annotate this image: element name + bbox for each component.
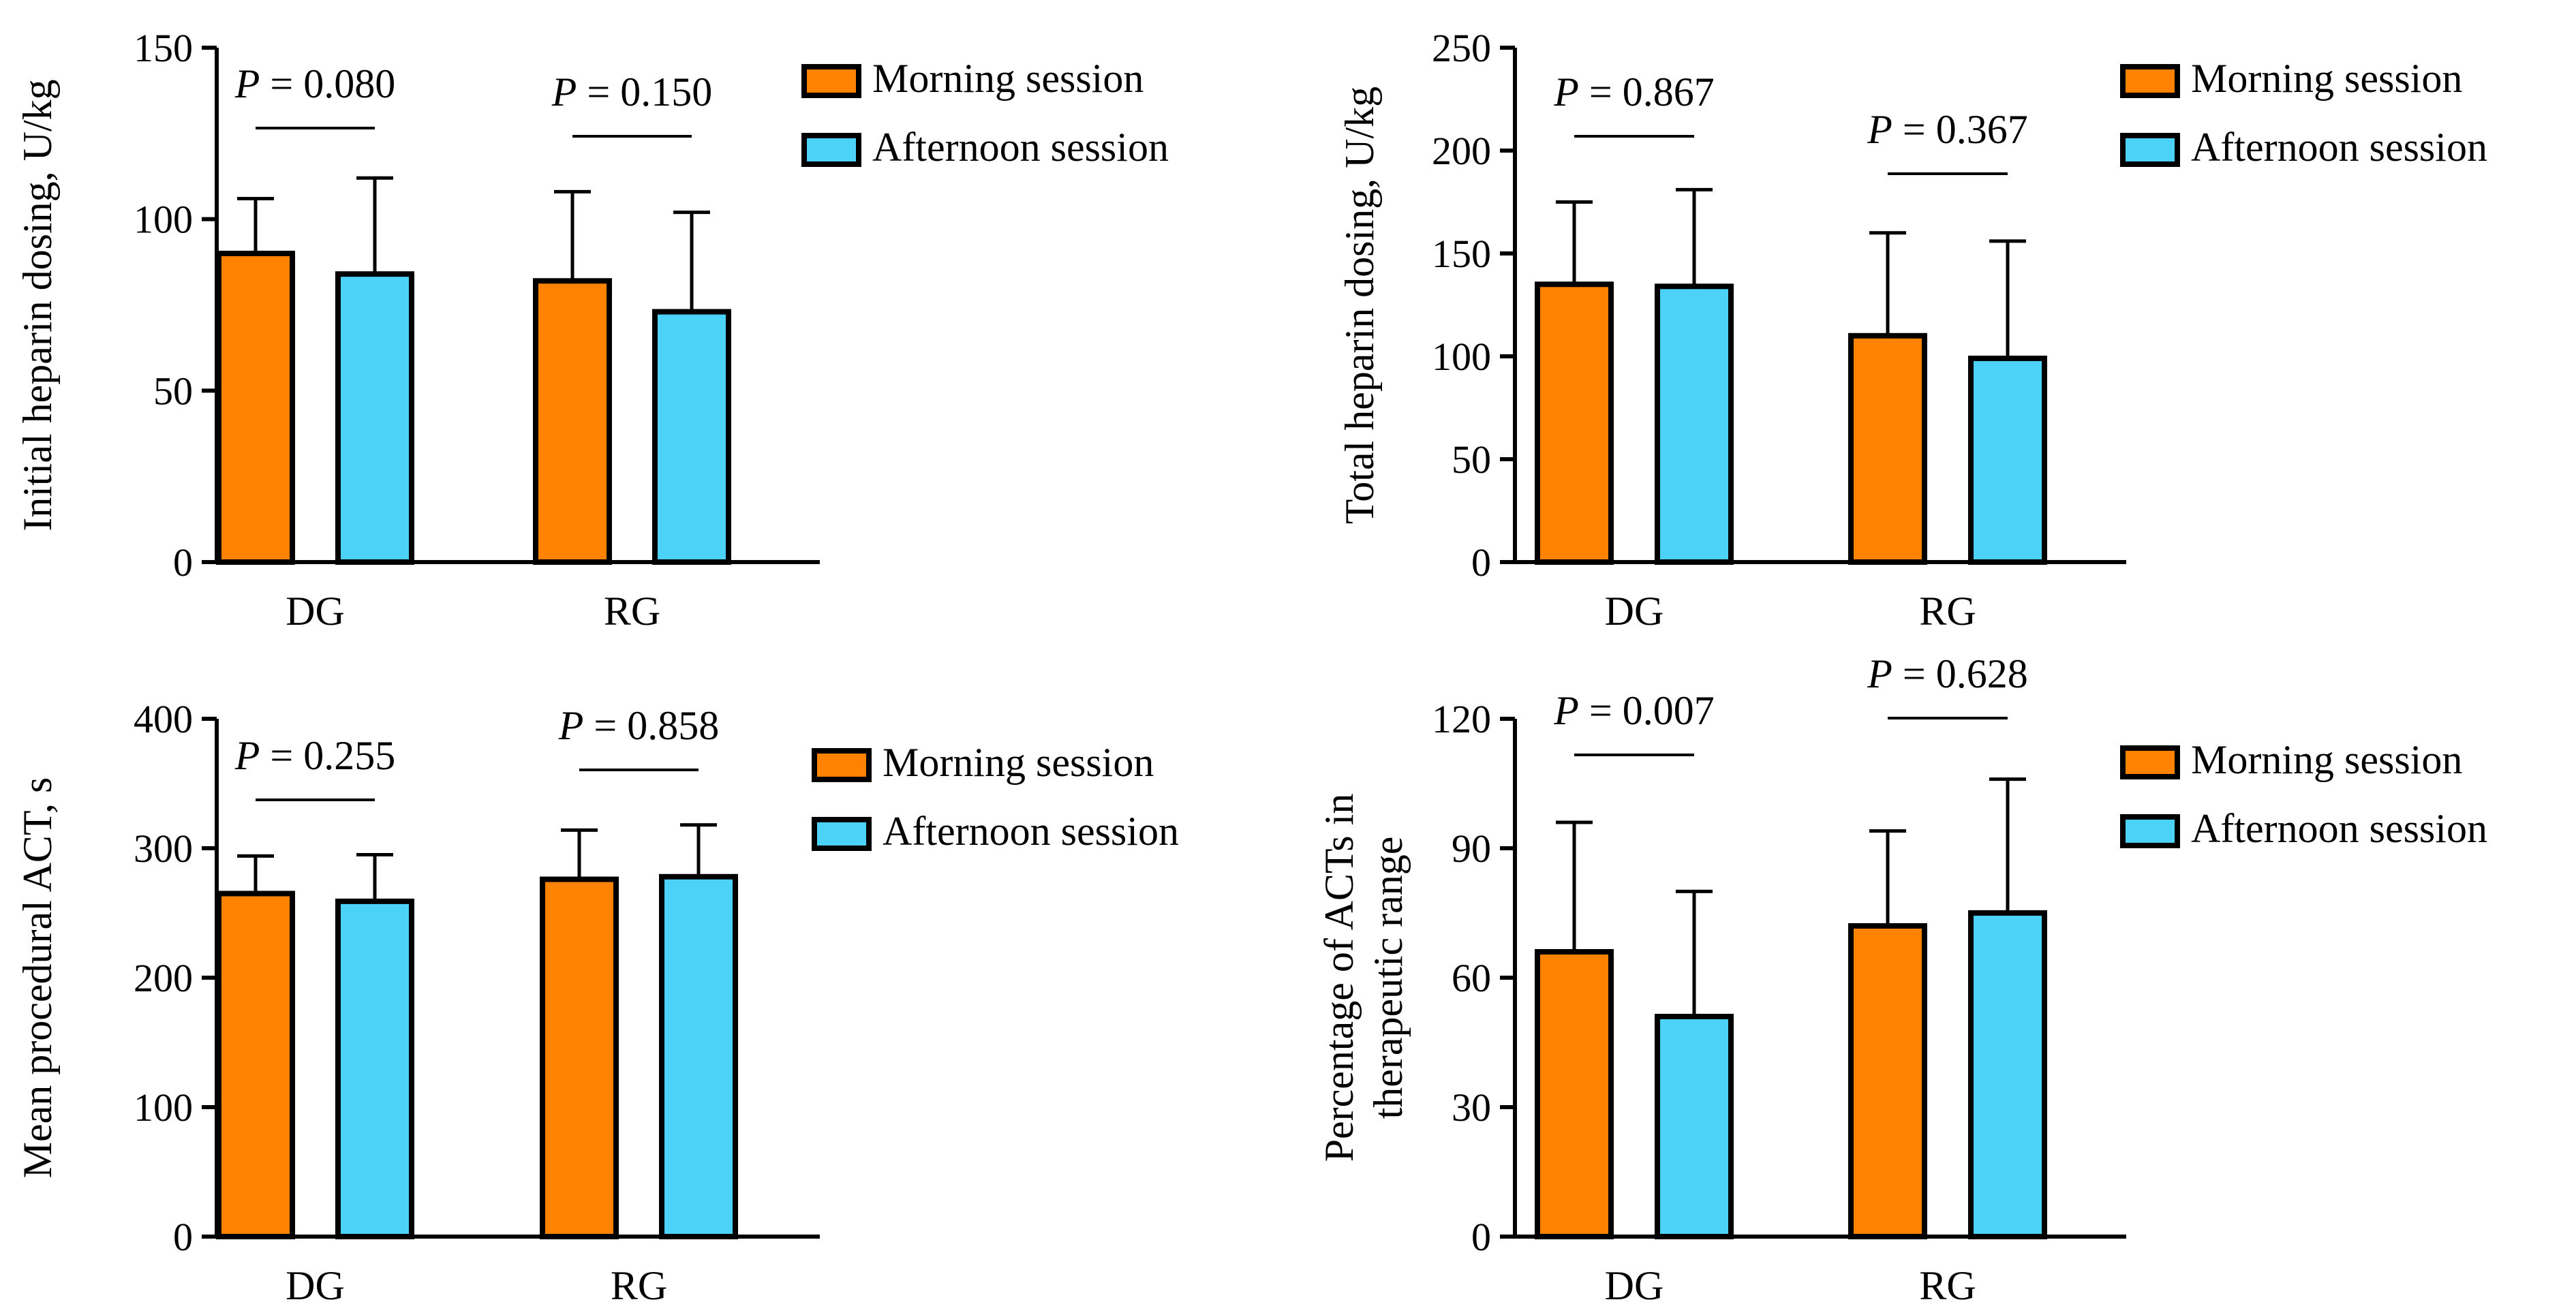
y-tick-label: 0 — [1471, 1215, 1491, 1259]
bar — [335, 898, 414, 1240]
legend-label-morning: Morning session — [872, 56, 1144, 101]
x-tick-label: RG — [611, 1263, 667, 1302]
y-tick-label: 50 — [153, 369, 193, 413]
y-tick-label: 60 — [1452, 956, 1491, 1000]
y-tick-label: 0 — [1471, 540, 1491, 585]
p-value-label: P = 0.255 — [234, 733, 396, 778]
y-tick-label: 250 — [1432, 26, 1491, 70]
y-tick-label: 100 — [134, 198, 193, 242]
y-tick-label: 100 — [134, 1085, 193, 1130]
y-axis-label: Total heparin dosing, U/kg — [1337, 87, 1382, 524]
y-tick-label: 150 — [134, 26, 193, 70]
chart-panel-4: 0 30 60 90 120 Percentage of ACTs in therapeut… — [1317, 651, 2487, 1302]
x-tick-label: RG — [1919, 1263, 1976, 1302]
y-axis-label: Percentage of ACTs in — [1317, 794, 1362, 1162]
y-tick-label: 300 — [134, 826, 193, 871]
chart-panel-3: 0 100 200 300 400 Mean procedural ACT, s DG P =… — [15, 697, 1179, 1302]
y-axis-label: Mean procedural ACT, s — [15, 777, 60, 1179]
x-tick-label: DG — [286, 589, 345, 634]
legend-label-morning: Morning session — [2191, 737, 2462, 782]
chart-panel-2: 0 50 100 150 200 250 Total heparin dosing, U/k… — [1337, 26, 2487, 634]
y-axis-label: therapeutic range — [1366, 837, 1411, 1119]
y-tick-label: 0 — [173, 540, 193, 585]
legend-swatch-morning — [2120, 745, 2180, 779]
legend-swatch-afternoon — [801, 133, 861, 167]
legend-label-morning: Morning session — [2191, 56, 2462, 101]
x-tick-label: DG — [286, 1263, 345, 1302]
p-value-label: P = 0.858 — [558, 703, 720, 748]
legend-swatch-afternoon — [2120, 133, 2180, 167]
bar — [1655, 1014, 1734, 1239]
bar — [1535, 281, 1614, 565]
bar — [1848, 332, 1927, 565]
bar — [1968, 356, 2047, 565]
y-tick-label: 100 — [1432, 335, 1491, 379]
x-tick-label: DG — [1605, 1263, 1664, 1302]
bar — [1535, 949, 1614, 1239]
x-tick-label: RG — [1919, 589, 1976, 634]
legend-label-afternoon: Afternoon session — [2191, 125, 2487, 170]
y-axis-label: Initial heparin dosing, U/kg — [15, 79, 60, 531]
p-value-label: P = 0.867 — [1553, 69, 1715, 114]
bar — [335, 271, 414, 565]
p-value-label: P = 0.367 — [1867, 107, 2028, 152]
p-value-label: P = 0.150 — [551, 69, 713, 114]
legend-swatch-afternoon — [812, 817, 872, 851]
y-tick-label: 50 — [1452, 437, 1491, 482]
bar — [1968, 910, 2047, 1239]
bar — [533, 278, 612, 565]
y-tick-label: 200 — [1432, 129, 1491, 173]
y-tick-label: 150 — [1432, 232, 1491, 276]
legend-label-afternoon: Afternoon session — [2191, 806, 2487, 851]
chart-panel-1: 0 50 100 150 Initial heparin dosing, U/kg DG P… — [15, 26, 1169, 634]
legend-swatch-morning — [2120, 64, 2180, 98]
p-value-label: P = 0.080 — [234, 61, 396, 106]
y-tick-label: 0 — [173, 1215, 193, 1259]
p-value-label: P = 0.628 — [1867, 651, 2028, 696]
y-tick-label: 200 — [134, 956, 193, 1000]
bar — [659, 873, 738, 1240]
legend-swatch-morning — [812, 748, 872, 782]
bar — [540, 876, 619, 1239]
legend-label-afternoon: Afternoon session — [872, 125, 1169, 170]
bar — [1848, 923, 1927, 1239]
legend-label-morning: Morning session — [883, 740, 1154, 785]
x-tick-label: DG — [1605, 589, 1664, 634]
y-tick-label: 120 — [1432, 697, 1491, 741]
bar — [216, 251, 295, 565]
legend-label-afternoon: Afternoon session — [883, 809, 1179, 854]
y-tick-label: 90 — [1452, 826, 1491, 871]
x-tick-label: RG — [604, 589, 660, 634]
bar — [216, 890, 295, 1239]
y-tick-label: 400 — [134, 697, 193, 741]
legend-swatch-afternoon — [2120, 814, 2180, 848]
y-tick-label: 30 — [1452, 1085, 1491, 1130]
p-value-label: P = 0.007 — [1553, 688, 1715, 733]
bar — [652, 309, 731, 565]
bar — [1655, 283, 1734, 565]
legend-swatch-morning — [801, 64, 861, 98]
